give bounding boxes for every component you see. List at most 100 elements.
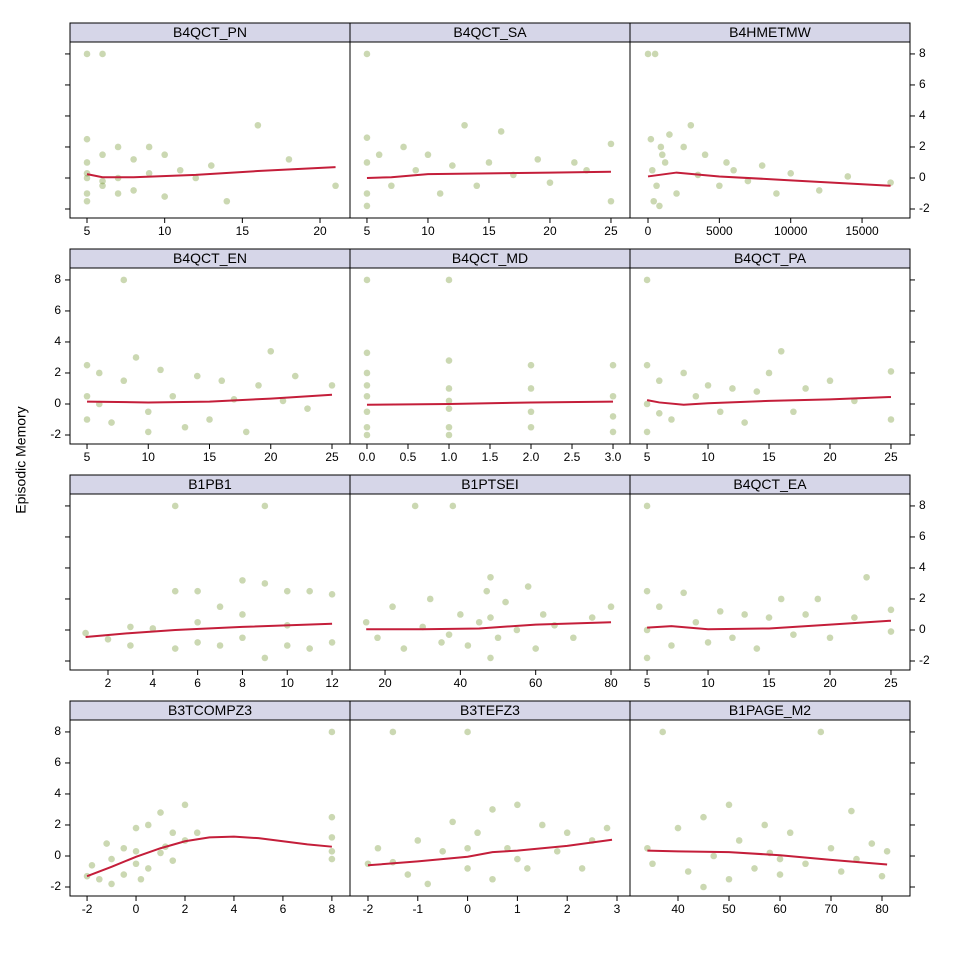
point <box>700 813 707 821</box>
x-tick-label: 0 <box>133 902 140 916</box>
point <box>363 408 371 416</box>
point <box>571 159 578 166</box>
point <box>239 634 246 642</box>
x-tick-label: 5000 <box>706 224 733 238</box>
point <box>651 50 659 58</box>
x-tick-label: 10 <box>142 450 156 464</box>
point <box>680 143 687 151</box>
point <box>157 366 164 374</box>
point <box>656 202 663 210</box>
point <box>194 587 201 595</box>
point <box>161 151 168 159</box>
point <box>363 392 371 400</box>
point <box>171 587 179 595</box>
point <box>723 159 730 166</box>
strip-title: B4HMETMW <box>729 24 811 40</box>
point <box>680 369 687 377</box>
point <box>461 121 468 129</box>
x-tick-label: 10000 <box>774 224 808 238</box>
point <box>194 639 201 646</box>
strip-title: B1PTSEI <box>461 476 519 492</box>
point <box>578 865 586 872</box>
point <box>99 177 106 185</box>
point <box>445 631 453 638</box>
point <box>643 276 651 284</box>
strip-title: B4QCT_SA <box>453 24 527 40</box>
point <box>363 190 371 197</box>
point <box>388 182 395 190</box>
point <box>473 182 481 190</box>
panel-frame <box>349 41 631 219</box>
point <box>99 50 106 58</box>
point <box>171 645 179 652</box>
point <box>643 587 651 595</box>
point <box>127 623 134 631</box>
point <box>137 875 145 883</box>
point <box>120 844 128 852</box>
point <box>524 865 531 872</box>
point <box>704 639 712 646</box>
smooth-line <box>647 849 888 866</box>
point <box>534 156 542 163</box>
y-tick-label: -2 <box>50 427 61 441</box>
x-tick-label: 20 <box>313 224 327 238</box>
point <box>267 347 275 355</box>
point <box>814 595 822 603</box>
point <box>887 628 895 635</box>
point <box>786 829 794 837</box>
y-tick-label: 4 <box>54 334 61 348</box>
point <box>83 50 91 58</box>
point <box>261 580 269 587</box>
x-tick-label: 6 <box>194 676 201 690</box>
point <box>157 849 164 857</box>
panel-frame <box>629 267 911 445</box>
y-tick-label: 2 <box>54 817 61 831</box>
point <box>647 135 655 143</box>
point <box>659 728 666 736</box>
point <box>255 382 262 389</box>
point <box>144 821 152 829</box>
point <box>145 170 153 177</box>
point <box>328 728 336 736</box>
point <box>725 801 733 809</box>
point <box>445 357 453 364</box>
point <box>426 595 434 603</box>
point <box>863 573 870 581</box>
point <box>363 423 371 431</box>
x-tick-label: 20 <box>823 676 837 690</box>
x-tick-label: 1 <box>514 902 521 916</box>
point <box>400 143 407 151</box>
point <box>181 801 189 809</box>
point <box>436 190 444 197</box>
x-tick-label: 25 <box>325 450 339 464</box>
smooth-line <box>367 838 613 867</box>
point <box>887 368 895 375</box>
point <box>400 645 408 652</box>
point <box>127 642 134 649</box>
x-tick-label: -2 <box>363 902 374 916</box>
strip-title: B1PAGE_M2 <box>729 702 811 718</box>
point <box>83 197 91 205</box>
point <box>414 837 422 844</box>
point <box>853 855 860 863</box>
point <box>445 276 453 284</box>
y-tick-label: 4 <box>919 560 926 574</box>
x-tick-label: 40 <box>454 676 468 690</box>
point <box>363 382 371 389</box>
y-tick-label: 0 <box>919 622 926 636</box>
point <box>99 151 106 159</box>
point <box>658 151 666 159</box>
point <box>648 166 656 174</box>
point <box>607 140 615 148</box>
point <box>445 385 453 392</box>
x-tick-label: 4 <box>231 902 238 916</box>
x-tick-label: 5 <box>364 224 371 238</box>
point <box>753 645 761 652</box>
point <box>527 423 535 431</box>
x-tick-label: 2.0 <box>523 450 540 464</box>
point <box>655 409 663 417</box>
x-tick-label: 10 <box>158 224 172 238</box>
x-tick-label: 70 <box>824 902 838 916</box>
point <box>328 382 336 389</box>
point <box>527 385 535 392</box>
